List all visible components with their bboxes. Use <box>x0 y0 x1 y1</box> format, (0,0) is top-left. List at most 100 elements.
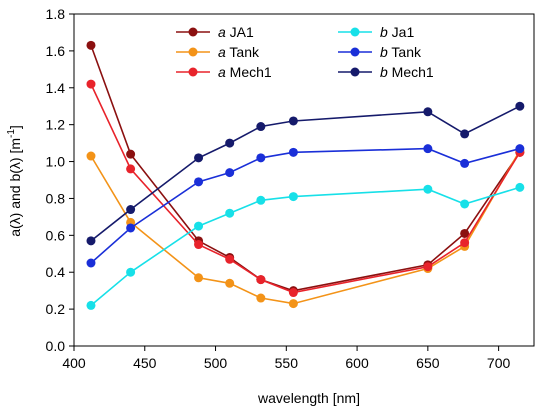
series-layer <box>86 40 525 310</box>
data-point <box>86 79 96 89</box>
data-point <box>86 258 96 268</box>
legend-label-suffix: Tank <box>388 44 422 60</box>
data-point <box>256 122 266 132</box>
x-tick-label: 400 <box>62 355 86 371</box>
legend-label: a Mech1 <box>218 64 272 80</box>
data-point <box>86 40 96 50</box>
y-axis-title-main: a(λ) and b(λ) [m <box>7 138 23 237</box>
legend-marker <box>350 67 360 77</box>
data-point <box>515 182 525 192</box>
y-tick-label: 0.6 <box>46 227 66 243</box>
legend-label-suffix: Tank <box>226 44 260 60</box>
y-tick-label: 0.2 <box>46 301 66 317</box>
data-point <box>225 208 235 218</box>
series-line <box>90 83 521 294</box>
x-tick-label: 700 <box>487 355 511 371</box>
data-point <box>423 107 433 117</box>
y-axis-title-end: ] <box>7 125 23 129</box>
legend-label: a JA1 <box>218 24 254 40</box>
data-point <box>194 153 204 163</box>
x-tick-label: 650 <box>416 355 440 371</box>
x-tick-label: 500 <box>204 355 228 371</box>
x-tick-label: 600 <box>345 355 369 371</box>
data-point <box>288 192 298 202</box>
data-point <box>126 164 136 174</box>
data-point <box>460 228 470 238</box>
data-point <box>126 205 136 215</box>
legend-item: a Tank <box>176 44 260 60</box>
series-3 <box>86 182 525 310</box>
y-tick-label: 1.2 <box>46 117 66 133</box>
data-point <box>515 101 525 111</box>
data-point <box>515 144 525 154</box>
data-point <box>256 275 266 285</box>
data-point <box>194 177 204 187</box>
data-point <box>225 138 235 148</box>
legend-item: a Mech1 <box>176 64 272 80</box>
legend-marker <box>188 47 198 57</box>
plot-area-border <box>73 13 535 347</box>
x-axis: 400 450 500 550 600 650 700 <box>62 346 511 371</box>
data-point <box>288 299 298 309</box>
data-point <box>460 129 470 139</box>
legend-item: b Tank <box>338 44 422 60</box>
plot-frame <box>73 13 535 347</box>
series-line <box>90 105 521 242</box>
y-axis-title-superscript: -1 <box>6 129 17 138</box>
data-point <box>460 158 470 168</box>
series-5 <box>86 101 525 246</box>
data-point <box>86 300 96 310</box>
legend-label-suffix: JA1 <box>226 24 254 40</box>
y-tick-label: 0.4 <box>46 264 66 280</box>
data-point <box>194 240 204 250</box>
y-tick-label: 0.8 <box>46 190 66 206</box>
data-point <box>288 116 298 126</box>
data-point <box>423 184 433 194</box>
data-point <box>423 144 433 154</box>
data-point <box>194 221 204 231</box>
data-point <box>256 293 266 303</box>
series-line <box>90 147 521 264</box>
series-line <box>90 150 521 305</box>
legend-item: b Mech1 <box>338 64 434 80</box>
legend-label-prefix: b <box>380 64 388 80</box>
legend-marker <box>188 67 198 77</box>
legend-label: a Tank <box>218 44 260 60</box>
y-tick-label: 1.8 <box>46 6 66 22</box>
data-point <box>288 147 298 157</box>
data-point <box>126 149 136 159</box>
series-line <box>90 45 521 292</box>
data-point <box>460 238 470 248</box>
data-point <box>86 151 96 161</box>
data-point <box>423 262 433 272</box>
legend-marker <box>350 27 360 37</box>
legend-item: a JA1 <box>176 24 254 40</box>
legend-label-suffix: Ja1 <box>388 24 415 40</box>
data-point <box>126 223 136 233</box>
data-point <box>86 236 96 246</box>
y-tick-label: 1.0 <box>46 154 66 170</box>
y-tick-label: 0.0 <box>46 338 66 354</box>
legend-label-suffix: Mech1 <box>388 64 434 80</box>
data-point <box>460 199 470 209</box>
legend-label-prefix: a <box>218 64 226 80</box>
data-point <box>256 153 266 163</box>
data-point <box>225 168 235 178</box>
legend-label: b Ja1 <box>380 24 414 40</box>
legend-label-prefix: a <box>218 44 226 60</box>
legend-marker <box>350 47 360 57</box>
y-axis: 0.0 0.2 0.4 0.6 0.8 1.0 1.2 1.4 1.6 1.8 <box>46 6 74 354</box>
data-point <box>288 288 298 298</box>
data-point <box>225 254 235 264</box>
data-point <box>225 278 235 288</box>
data-point <box>194 273 204 283</box>
data-point <box>256 195 266 205</box>
legend-label: b Mech1 <box>380 64 434 80</box>
series-1 <box>86 145 525 309</box>
series-4 <box>86 144 525 268</box>
x-tick-label: 450 <box>133 355 157 371</box>
x-tick-label: 550 <box>275 355 299 371</box>
x-axis-title: wavelength [nm] <box>257 390 360 406</box>
legend-label: b Tank <box>380 44 422 60</box>
